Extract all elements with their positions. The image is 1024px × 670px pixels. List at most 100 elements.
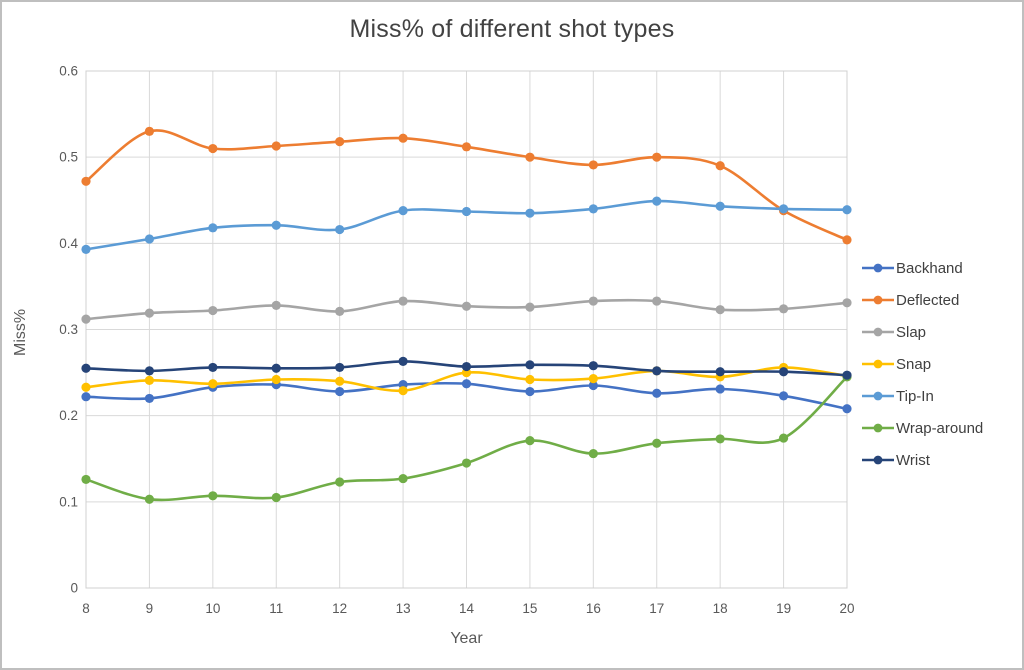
data-point-slap [525, 302, 535, 312]
plot-border [85, 70, 848, 589]
y-tick-label: 0.6 [59, 64, 78, 79]
data-point-backhand [588, 380, 598, 391]
x-tick-label: 11 [269, 601, 283, 616]
data-point-slap [144, 308, 155, 318]
y-tick-label: 0.5 [59, 150, 78, 165]
legend-label-wrist: Wrist [896, 451, 930, 469]
x-tick-label: 17 [649, 601, 664, 616]
y-tick-label: 0.1 [59, 494, 78, 509]
data-point-wrap-around [208, 491, 218, 501]
data-point-deflected [461, 142, 472, 152]
legend-label-backhand: Backhand [896, 259, 963, 277]
data-point-backhand [525, 386, 535, 397]
data-point-snap [335, 376, 345, 386]
data-point-tip-in [81, 244, 91, 254]
data-point-slap [335, 306, 345, 317]
data-point-snap [81, 382, 91, 392]
x-tick-label: 16 [586, 601, 601, 616]
chart-title: Miss% of different shot types [349, 15, 675, 43]
data-point-tip-in [842, 205, 852, 215]
data-point-wrist [652, 366, 662, 376]
data-point-wrap-around [335, 477, 345, 487]
legend-item-slap: Slap [862, 316, 983, 348]
x-axis-title: Year [450, 630, 483, 647]
data-point-tip-in [144, 234, 155, 244]
data-point-backhand [461, 379, 472, 389]
data-point-deflected [715, 161, 725, 171]
data-point-wrap-around [81, 474, 91, 485]
data-point-wrist [525, 360, 535, 370]
x-tick-label: 19 [776, 601, 791, 616]
data-point-wrist [842, 370, 852, 380]
legend-label-tip-in: Tip-In [896, 387, 934, 405]
data-point-tip-in [778, 204, 789, 214]
data-point-slap [778, 304, 789, 314]
data-point-wrap-around [271, 492, 281, 503]
legend-label-slap: Slap [896, 323, 927, 341]
data-point-tip-in [652, 196, 662, 206]
data-point-wrist [778, 367, 789, 377]
data-point-slap [842, 298, 852, 308]
data-point-deflected [335, 137, 345, 147]
data-point-tip-in [208, 223, 218, 233]
data-point-snap [588, 374, 598, 384]
data-point-wrap-around [461, 458, 472, 468]
data-point-backhand [715, 384, 725, 394]
data-point-tip-in [398, 205, 408, 216]
data-point-deflected [81, 176, 91, 186]
legend-line-marker-icon-wrap-around [862, 423, 894, 433]
legend-item-backhand: Backhand [862, 252, 983, 284]
data-point-wrap-around [715, 434, 725, 444]
data-point-tip-in [271, 220, 281, 230]
legend-line-marker-icon-snap [862, 359, 894, 369]
data-point-wrap-around [778, 433, 789, 443]
data-point-backhand [81, 392, 91, 402]
legend-line-marker-icon-deflected [862, 295, 894, 305]
legend-item-wrap-around: Wrap-around [862, 412, 983, 444]
data-point-slap [208, 305, 218, 316]
data-point-deflected [842, 235, 852, 245]
x-tick-label: 9 [146, 601, 154, 616]
data-point-wrap-around [398, 473, 408, 484]
x-tick-label: 10 [205, 601, 220, 616]
data-point-snap [525, 374, 535, 385]
data-point-slap [715, 305, 725, 315]
legend-item-tip-in: Tip-In [862, 380, 983, 412]
data-point-slap [271, 300, 281, 310]
data-point-wrist [335, 362, 345, 373]
data-point-deflected [398, 133, 408, 143]
data-point-backhand [842, 404, 852, 414]
data-point-backhand [652, 388, 662, 398]
data-point-tip-in [715, 201, 725, 211]
data-point-snap [271, 374, 281, 385]
data-point-wrist [271, 363, 281, 373]
legend-line-marker-icon-wrist [862, 455, 894, 465]
legend-line-marker-icon-slap [862, 327, 894, 337]
data-point-tip-in [461, 206, 472, 217]
data-point-wrap-around [588, 448, 598, 459]
x-tick-label: 13 [396, 601, 411, 616]
data-point-deflected [652, 152, 662, 162]
x-tick-label: 15 [522, 601, 537, 616]
data-point-snap [144, 375, 155, 385]
legend-label-snap: Snap [896, 355, 932, 373]
chart-legend: Backhand Deflected Slap Snap Tip-In Wrap-arou… [862, 252, 983, 476]
data-point-wrist [461, 361, 472, 372]
x-tick-label: 12 [332, 601, 347, 616]
data-point-snap [398, 386, 408, 396]
x-tick-label: 8 [82, 601, 90, 616]
y-tick-label: 0.4 [59, 236, 78, 251]
legend-line-marker-icon-backhand [862, 263, 894, 273]
data-point-wrap-around [144, 494, 155, 504]
data-point-slap [81, 314, 91, 324]
x-tick-label: 14 [459, 601, 475, 616]
data-point-wrist [81, 363, 91, 373]
legend-item-deflected: Deflected [862, 284, 983, 316]
data-point-snap [208, 379, 218, 389]
data-point-backhand [144, 393, 155, 404]
data-point-wrist [144, 366, 155, 376]
y-tick-label: 0 [70, 581, 78, 596]
data-point-slap [588, 296, 598, 306]
data-point-wrist [398, 356, 408, 366]
